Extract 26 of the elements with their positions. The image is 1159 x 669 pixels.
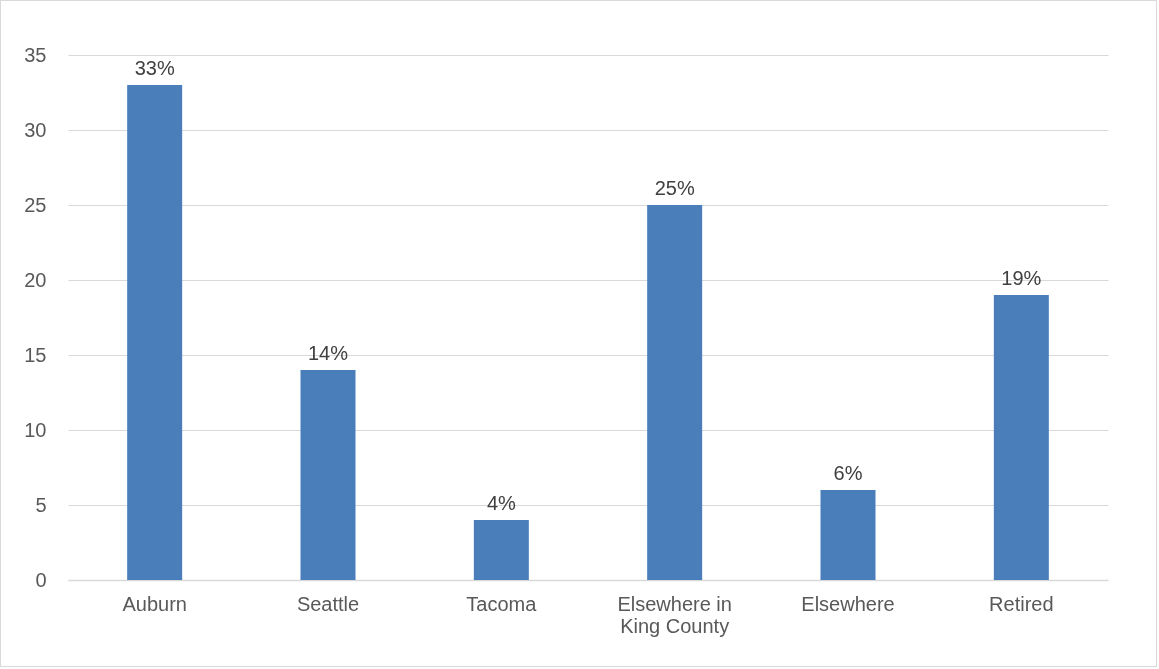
y-tick-label: 5 [35, 493, 47, 516]
y-tick-label: 20 [24, 268, 47, 291]
x-tick-label: Auburn [122, 592, 187, 615]
x-tick-label: Seattle [296, 592, 360, 615]
x-tick-label: Retired [989, 592, 1054, 615]
x-tick-label: Tacoma [466, 592, 538, 615]
data-label: 14% [307, 342, 349, 364]
bar [300, 370, 356, 580]
data-label: 19% [1001, 267, 1042, 289]
data-label: 4% [486, 492, 516, 514]
bar [647, 205, 703, 580]
y-tick-label: 30 [24, 118, 47, 141]
y-tick-label: 35 [24, 43, 47, 66]
y-tick-label: 25 [24, 193, 47, 216]
bar [993, 295, 1049, 580]
data-label: 25% [654, 177, 695, 199]
y-tick-label: 10 [24, 418, 47, 441]
x-tick-label: Elsewhere [801, 592, 895, 615]
data-label: 6% [833, 462, 863, 484]
bar [473, 520, 529, 580]
y-tick-label: 15 [24, 343, 47, 366]
y-tick-label: 0 [35, 568, 47, 591]
bar [127, 85, 183, 580]
data-label: 33% [134, 57, 175, 79]
x-tick-label: Elsewhere in King County [617, 592, 732, 637]
bar [820, 490, 876, 580]
